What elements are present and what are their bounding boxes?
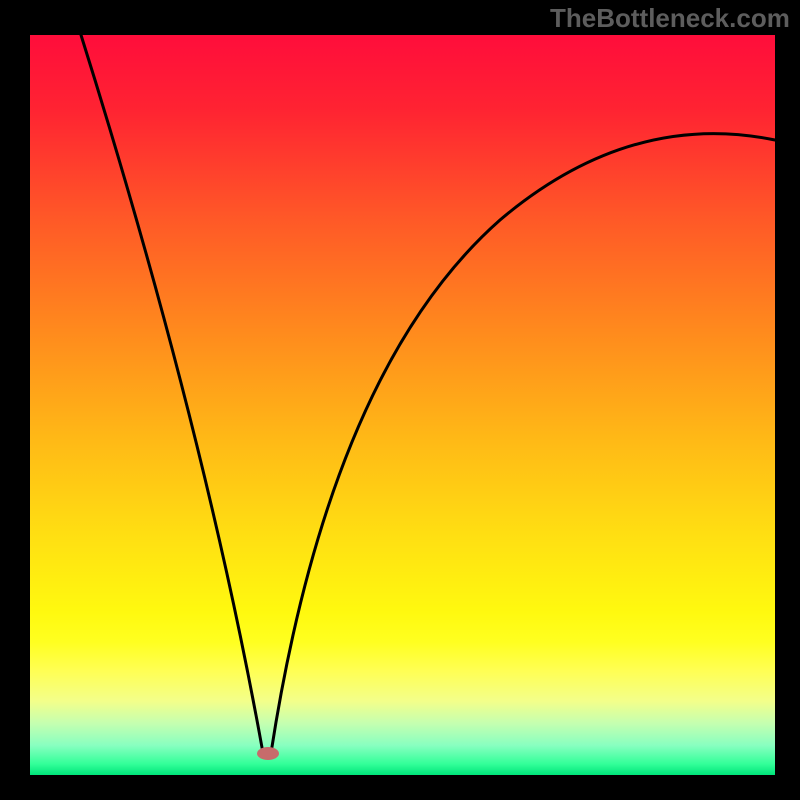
chart-container: TheBottleneck.com bbox=[0, 0, 800, 800]
plot-area bbox=[30, 35, 775, 775]
watermark-text: TheBottleneck.com bbox=[550, 3, 790, 34]
minimum-marker bbox=[257, 747, 279, 760]
